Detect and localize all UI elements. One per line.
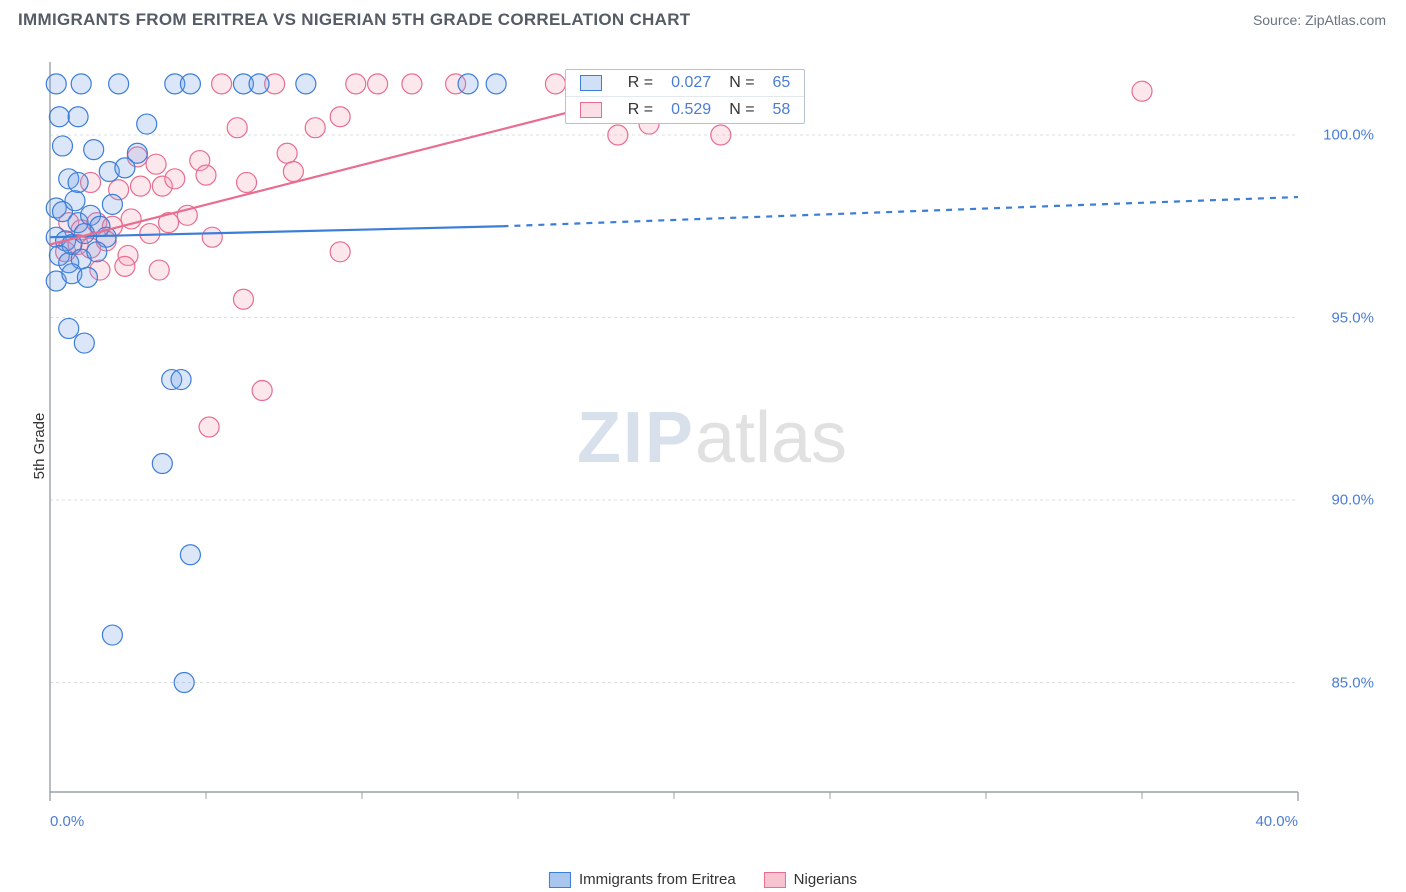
- legend-label: Nigerians: [794, 871, 857, 888]
- legend-label: Immigrants from Eritrea: [579, 871, 736, 888]
- y-tick-label: 90.0%: [1331, 492, 1382, 509]
- stat-r-value: 0.027: [671, 74, 711, 92]
- legend-item: Immigrants from Eritrea: [549, 871, 736, 888]
- plot-container: ZIPatlas R = 0.027N = 65R = 0.529N = 58 …: [42, 48, 1382, 828]
- x-tick-label: 40.0%: [1255, 813, 1298, 830]
- stat-r-value: 0.529: [671, 101, 711, 119]
- stat-n-value: 58: [773, 101, 791, 119]
- y-tick-label: 95.0%: [1331, 309, 1382, 326]
- stats-legend-row: R = 0.529 N = 58: [566, 96, 805, 123]
- stats-legend-box: R = 0.027 N = 65 R = 0.529 N = 58: [565, 69, 806, 124]
- y-tick-label: 100.0%: [1323, 127, 1382, 144]
- legend-swatch-icon: [549, 872, 571, 888]
- x-tick-label: 0.0%: [50, 813, 84, 830]
- stat-r-label: R =: [628, 74, 653, 92]
- stat-n-label: N =: [729, 101, 754, 119]
- source-text: Source: ZipAtlas.com: [1253, 12, 1386, 28]
- stat-r-label: R =: [628, 101, 653, 119]
- stat-n-label: N =: [729, 74, 754, 92]
- y-tick-label: 85.0%: [1331, 674, 1382, 691]
- scatter-plot-svg: [42, 48, 1382, 828]
- stats-legend-row: R = 0.027 N = 65: [566, 70, 805, 96]
- legend-item: Nigerians: [764, 871, 857, 888]
- legend-swatch-icon: [580, 75, 602, 91]
- legend-swatch-icon: [580, 102, 602, 118]
- chart-title: IMMIGRANTS FROM ERITREA VS NIGERIAN 5TH …: [18, 10, 690, 30]
- bottom-legend: Immigrants from Eritrea Nigerians: [549, 871, 857, 888]
- legend-swatch-icon: [764, 872, 786, 888]
- header-row: IMMIGRANTS FROM ERITREA VS NIGERIAN 5TH …: [0, 0, 1406, 36]
- stat-n-value: 65: [773, 74, 791, 92]
